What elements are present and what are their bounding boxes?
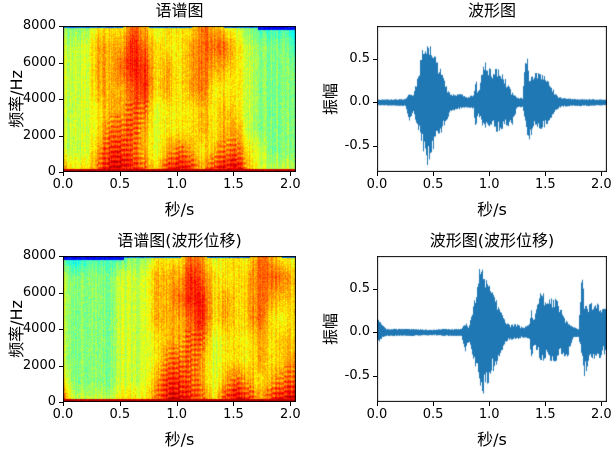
y-tick-label: 6000 [22,54,56,70]
x-tick-mark [601,172,603,176]
x-tick-mark [290,402,292,406]
x-tick-mark [233,402,235,406]
subplot-spectrogram-original: 语谱图 频率/Hz 秒/s 0.0 0.5 1.0 1.5 2.0 0 2000 4000 60… [0,0,305,226]
x-tick-label: 2.0 [279,177,301,192]
x-tick-label: 0.5 [109,407,131,422]
subplot-waveform-original: 波形图 振幅 秒/s 0.0 0.5 1.0 1.5 2.0 -0.5 0.0 0.5 [305,0,611,226]
y-tick-label: 8000 [22,18,56,33]
y-tick-label: 4000 [22,321,56,336]
y-tick-mark [373,59,377,61]
y-tick-label: 0.5 [349,51,370,67]
y-tick-label: 2000 [22,127,56,143]
plot-title: 波形图(波形位移) [429,231,555,250]
y-tick-mark [373,145,377,147]
x-tick-label: 2.0 [591,177,611,192]
x-tick-label: 0.0 [52,177,74,192]
x-axis-label: 秒/s [164,200,195,219]
y-tick-label: 0.0 [349,324,370,340]
subplot-waveform-shifted: 波形图(波形位移) 振幅 秒/s 0.0 0.5 1.0 1.5 2.0 -0.5 0.0 0… [305,226,611,452]
x-axis-label: 秒/s [164,430,195,449]
waveform-plot [377,26,607,172]
x-tick-mark [377,172,378,176]
x-tick-mark [545,172,547,176]
y-tick-label: 6000 [22,284,56,300]
y-tick-label: 2000 [22,357,56,373]
x-tick-label: 1.0 [166,177,187,192]
x-tick-label: 0.0 [52,407,74,422]
y-tick-label: 0 [47,394,56,409]
x-tick-label: 0.5 [109,177,131,192]
waveform-plot [377,256,607,402]
y-tick-label: -0.5 [344,137,370,153]
x-tick-label: 2.0 [591,407,611,422]
y-tick-label: 0.0 [349,94,370,110]
y-tick-label: 0 [47,164,56,179]
y-tick-mark [59,402,63,403]
x-tick-mark [119,172,121,176]
y-tick-mark [59,62,63,64]
x-tick-label: 0.5 [422,177,444,192]
spectrogram-plot [63,26,296,172]
x-tick-mark [433,402,435,406]
y-tick-mark [59,365,63,367]
y-tick-mark [373,375,377,377]
y-tick-mark [373,102,377,104]
x-axis-label: 秒/s [477,200,507,219]
x-tick-label: 1.5 [534,177,556,192]
y-tick-mark [59,292,63,294]
y-tick-mark [59,256,63,257]
x-tick-label: 1.5 [223,407,244,422]
y-tick-mark [373,332,377,334]
x-tick-label: 0.5 [422,407,444,422]
x-tick-mark [601,402,603,406]
x-tick-mark [63,402,64,406]
x-tick-label: 0.0 [366,177,388,192]
y-tick-label: 0.5 [349,281,370,297]
x-tick-mark [489,402,491,406]
x-tick-mark [176,402,178,406]
y-tick-mark [59,172,63,173]
y-axis-label: 振幅 [321,82,340,116]
y-tick-mark [59,26,63,27]
y-tick-label: -0.5 [344,367,370,383]
x-tick-mark [545,402,547,406]
x-tick-label: 1.0 [478,177,500,192]
y-tick-label: 4000 [22,91,56,106]
x-tick-mark [176,172,178,176]
x-tick-label: 1.5 [534,407,556,422]
x-axis-label: 秒/s [477,430,507,449]
x-tick-label: 2.0 [279,407,301,422]
plot-title: 语谱图 [155,1,204,20]
x-tick-label: 0.0 [366,407,388,422]
spectrogram-plot [63,256,296,402]
x-tick-mark [290,172,292,176]
x-tick-label: 1.0 [478,407,500,422]
y-tick-label: 8000 [22,248,56,263]
y-axis-label: 振幅 [321,312,340,346]
x-tick-mark [233,172,235,176]
y-tick-mark [59,99,63,100]
subplot-spectrogram-shifted: 语谱图(波形位移) 频率/Hz 秒/s 0.0 0.5 1.0 1.5 2.0 0 2000… [0,226,305,452]
x-tick-label: 1.5 [223,177,244,192]
plot-title: 波形图 [467,1,516,20]
y-tick-mark [59,329,63,330]
y-tick-mark [373,289,377,291]
x-tick-mark [377,402,378,406]
x-tick-mark [433,172,435,176]
plot-title: 语谱图(波形位移) [117,231,242,250]
x-tick-mark [63,172,64,176]
x-tick-label: 1.0 [166,407,187,422]
y-tick-mark [59,135,63,137]
x-tick-mark [489,172,491,176]
x-tick-mark [119,402,121,406]
